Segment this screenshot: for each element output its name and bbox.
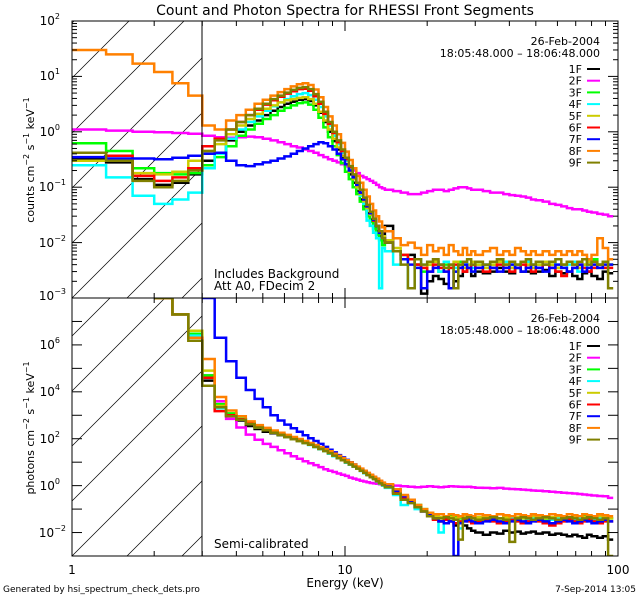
legend-label-7F: 7F	[569, 410, 582, 423]
top-ytick-label: 10−3	[39, 287, 66, 303]
xtick-label-1: 1	[68, 563, 76, 577]
bottom-date-label: 26-Feb-2004	[531, 312, 600, 325]
bottom-ytick-label: 100	[40, 477, 60, 493]
chart-title: Count and Photon Spectra for RHESSI Fron…	[156, 3, 534, 19]
hatch-line	[622, 298, 640, 556]
top-y-axis-label: counts cm−2 s−1 keV−1	[22, 97, 37, 222]
bottom-ytick-label: 104	[40, 383, 60, 399]
bottom-time-range-label: 18:05:48.000 – 18:06:48.000	[440, 324, 600, 337]
legend-label-2F: 2F	[569, 75, 582, 88]
legend-label-9F: 9F	[569, 434, 582, 447]
series-8F-top	[72, 48, 614, 261]
xtick-label-10: 10	[337, 563, 352, 577]
hatch-line	[72, 21, 130, 79]
legend-label-7F: 7F	[569, 133, 582, 146]
legend-label-5F: 5F	[569, 110, 582, 123]
hatch-line	[126, 480, 203, 556]
hatch-line	[72, 298, 166, 392]
hatch-line	[72, 370, 203, 502]
legend-label-3F: 3F	[569, 363, 582, 376]
legend-label-8F: 8F	[569, 145, 582, 158]
top-ytick-label: 100	[40, 123, 60, 139]
footer-timestamp: 7-Sep-2014 13:05	[555, 585, 636, 595]
legend-label-6F: 6F	[569, 399, 582, 412]
hatch-line	[181, 277, 203, 298]
bottom-ytick-label: 10−2	[39, 524, 66, 540]
hatch-line	[72, 425, 203, 556]
hatch-line	[72, 167, 203, 298]
hatch-line	[72, 21, 75, 24]
legend-label-4F: 4F	[569, 375, 582, 388]
series-2F-top	[72, 128, 614, 218]
top-time-range-label: 18:05:48.000 – 18:06:48.000	[440, 47, 600, 60]
top-ytick-label: 102	[40, 12, 60, 28]
top-y-tick-labels: 102 101 100 10−1 10−2 10−3	[39, 12, 66, 303]
legend-label-3F: 3F	[569, 86, 582, 99]
legend-label-1F: 1F	[569, 63, 582, 76]
bottom-panel-series	[154, 298, 614, 556]
bottom-y-axis-label: photons cm−2 s−1 keV−1	[22, 361, 37, 494]
xtick-label-100: 100	[607, 563, 630, 577]
top-date-label: 26-Feb-2004	[531, 35, 600, 48]
hatch-line	[72, 21, 185, 134]
bottom-y-tick-labels: 106 104 102 100 10−2	[39, 336, 66, 540]
bottom-hatched-region	[72, 298, 640, 556]
legend-label-8F: 8F	[569, 422, 582, 435]
legend-label-6F: 6F	[569, 122, 582, 135]
hatch-line	[622, 21, 640, 298]
top-ytick-label: 10−1	[39, 178, 66, 194]
footer-generated-by: Generated by hsi_spectrum_check_dets.pro	[3, 585, 200, 595]
bottom-ytick-label: 102	[40, 430, 60, 446]
hatch-line	[457, 21, 640, 298]
legend-label-2F: 2F	[569, 352, 582, 365]
hatch-line	[0, 21, 19, 298]
axis-ticks	[71, 20, 618, 557]
bottom-ytick-label: 106	[40, 336, 60, 352]
top-ytick-label: 10−2	[39, 234, 66, 250]
hatch-line	[402, 21, 640, 298]
top-note-attenuator: Att A0, FDecim 2	[214, 279, 315, 293]
top-note-background: Includes Background	[214, 267, 339, 281]
top-panel-series	[72, 48, 614, 295]
hatch-line	[347, 21, 624, 298]
x-axis-label: Energy (keV)	[306, 576, 383, 590]
series-9F-bottom	[154, 298, 614, 556]
series-2F-bottom	[154, 298, 614, 500]
legend-label-4F: 4F	[569, 98, 582, 111]
legend-label-1F: 1F	[569, 340, 582, 353]
legend-label-5F: 5F	[569, 387, 582, 400]
top-ytick-label: 101	[40, 67, 60, 83]
bottom-note-semicalibrated: Semi-calibrated	[214, 537, 309, 551]
hatch-line	[72, 315, 203, 447]
hatch-line	[126, 222, 203, 298]
series-9F-top	[72, 85, 614, 290]
legend-label-9F: 9F	[569, 157, 582, 170]
